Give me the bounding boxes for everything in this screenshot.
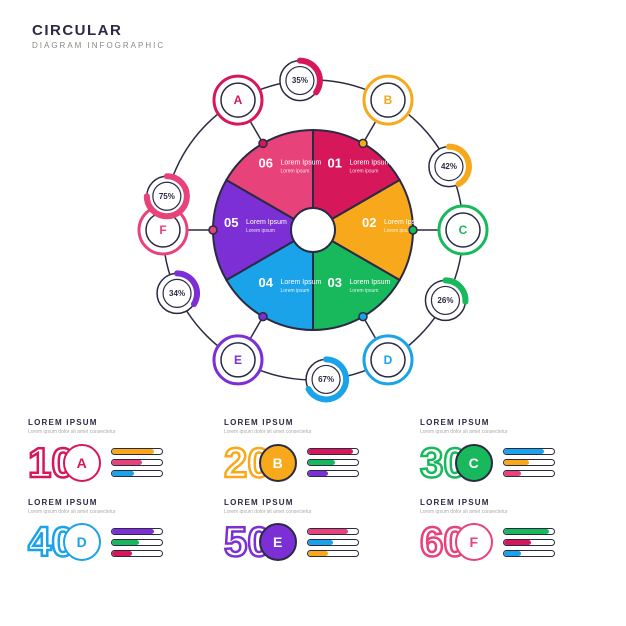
orbit-letter: A xyxy=(234,93,243,107)
card-bars xyxy=(307,448,359,477)
mini-bar xyxy=(307,528,359,535)
segment-sub: Lorem ipsum xyxy=(246,228,275,234)
percent-value: 34% xyxy=(169,289,185,298)
card-letter-circle: E xyxy=(259,523,297,561)
connector-dot xyxy=(359,313,367,321)
mini-bar xyxy=(503,550,555,557)
mini-bar xyxy=(307,459,359,466)
info-card: LOREM IPSUM Lorem ipsum dolor sit amet co… xyxy=(420,418,598,484)
percent-value: 75% xyxy=(159,192,175,201)
card-subtitle: Lorem ipsum dolor sit amet consectetur xyxy=(28,509,168,516)
segment-title: Lorem Ipsum xyxy=(384,219,425,226)
segment-sub: Lorem ipsum xyxy=(281,288,310,294)
card-letter-circle: B xyxy=(259,444,297,482)
card-body: 40D xyxy=(28,521,206,563)
card-letter-circle: A xyxy=(63,444,101,482)
percent-value: 67% xyxy=(318,375,334,384)
card-subtitle: Lorem ipsum dolor sit amet consectetur xyxy=(420,429,560,436)
segment-title: Lorem Ipsum xyxy=(350,279,391,286)
mini-bar xyxy=(111,448,163,455)
card-title: LOREM IPSUM xyxy=(420,418,598,427)
center-circle xyxy=(291,208,335,252)
circular-diagram: 01 Lorem Ipsum Lorem ipsum 02 Lorem Ipsum Lor… xyxy=(93,30,533,430)
mini-bar xyxy=(503,539,555,546)
mini-bar xyxy=(111,459,163,466)
segment-sub: Lorem ipsum xyxy=(281,168,310,174)
orbit-letter: C xyxy=(459,223,468,237)
card-body: 30C xyxy=(420,442,598,484)
card-subtitle: Lorem ipsum dolor sit amet consectetur xyxy=(28,429,168,436)
percent-value: 26% xyxy=(437,296,453,305)
segment-title: Lorem Ipsum xyxy=(281,159,322,166)
card-title: LOREM IPSUM xyxy=(28,418,206,427)
mini-bar xyxy=(503,448,555,455)
segment-number: 03 xyxy=(328,275,342,290)
segment-number: 01 xyxy=(328,155,342,170)
info-card: LOREM IPSUM Lorem ipsum dolor sit amet co… xyxy=(28,418,206,484)
orbit-letter: E xyxy=(234,353,242,367)
card-letter-circle: C xyxy=(455,444,493,482)
card-title: LOREM IPSUM xyxy=(224,418,402,427)
mini-bar xyxy=(503,470,555,477)
card-body: 60F xyxy=(420,521,598,563)
card-title: LOREM IPSUM xyxy=(420,498,598,507)
connector-dot xyxy=(209,226,217,234)
mini-bar xyxy=(503,459,555,466)
percent-value: 35% xyxy=(292,76,308,85)
card-bars xyxy=(111,528,163,557)
connector-dot xyxy=(409,226,417,234)
mini-bar xyxy=(111,470,163,477)
info-card: LOREM IPSUM Lorem ipsum dolor sit amet co… xyxy=(224,498,402,564)
segment-number: 05 xyxy=(224,215,238,230)
connector-dot xyxy=(359,139,367,147)
segment-number: 02 xyxy=(362,215,376,230)
connector-dot xyxy=(259,139,267,147)
orbit-letter: D xyxy=(384,353,393,367)
segment-title: Lorem Ipsum xyxy=(281,279,322,286)
card-body: 20B xyxy=(224,442,402,484)
mini-bar xyxy=(111,539,163,546)
orbit-letter: F xyxy=(159,223,166,237)
segment-title: Lorem Ipsum xyxy=(350,159,391,166)
card-bars xyxy=(111,448,163,477)
segment-number: 06 xyxy=(259,155,273,170)
card-subtitle: Lorem ipsum dolor sit amet consectetur xyxy=(224,509,364,516)
card-subtitle: Lorem ipsum dolor sit amet consectetur xyxy=(420,509,560,516)
card-bars xyxy=(307,528,359,557)
card-title: LOREM IPSUM xyxy=(28,498,206,507)
mini-bar xyxy=(307,448,359,455)
segment-sub: Lorem ipsum xyxy=(350,288,379,294)
percent-value: 42% xyxy=(441,162,457,171)
segment-title: Lorem Ipsum xyxy=(246,219,287,226)
mini-bar xyxy=(503,528,555,535)
card-bars xyxy=(503,528,555,557)
card-letter-circle: F xyxy=(455,523,493,561)
card-title: LOREM IPSUM xyxy=(224,498,402,507)
card-bars xyxy=(503,448,555,477)
card-grid: LOREM IPSUM Lorem ipsum dolor sit amet co… xyxy=(28,418,598,563)
card-body: 10A xyxy=(28,442,206,484)
info-card: LOREM IPSUM Lorem ipsum dolor sit amet co… xyxy=(420,498,598,564)
connector-dot xyxy=(259,313,267,321)
info-card: LOREM IPSUM Lorem ipsum dolor sit amet co… xyxy=(28,498,206,564)
mini-bar xyxy=(307,550,359,557)
card-body: 50E xyxy=(224,521,402,563)
segment-sub: Lorem ipsum xyxy=(350,168,379,174)
info-card: LOREM IPSUM Lorem ipsum dolor sit amet co… xyxy=(224,418,402,484)
mini-bar xyxy=(111,550,163,557)
segment-number: 04 xyxy=(259,275,274,290)
mini-bar xyxy=(307,539,359,546)
mini-bar xyxy=(111,528,163,535)
card-subtitle: Lorem ipsum dolor sit amet consectetur xyxy=(224,429,364,436)
mini-bar xyxy=(307,470,359,477)
orbit-letter: B xyxy=(384,93,393,107)
card-letter-circle: D xyxy=(63,523,101,561)
